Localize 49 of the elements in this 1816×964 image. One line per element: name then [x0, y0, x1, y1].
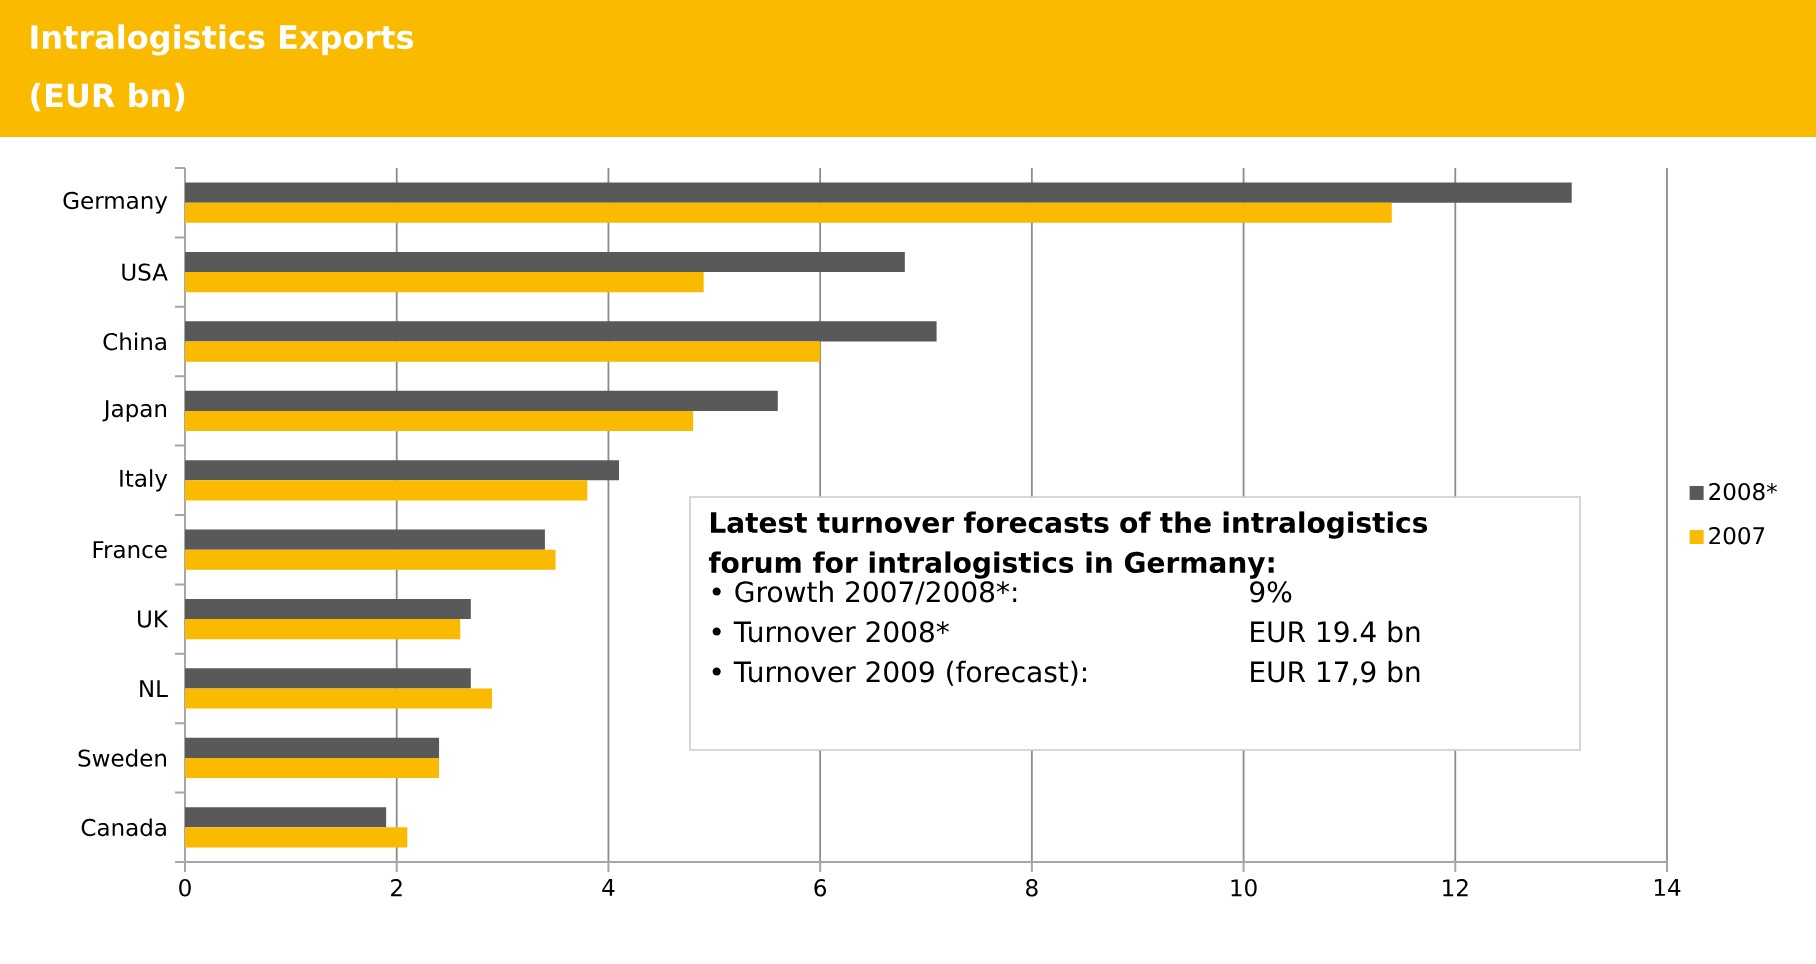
bar — [185, 390, 778, 411]
annotation: • Turnover 2008* — [712, 621, 949, 643]
bar — [185, 827, 408, 848]
bar — [185, 272, 704, 293]
bar — [185, 668, 471, 689]
bar — [185, 619, 461, 640]
annotation: EUR 17,9 bn — [1251, 660, 1420, 686]
x-tick-label: 10 — [1231, 879, 1257, 897]
y-tick-label: UK — [138, 610, 169, 628]
bar — [185, 598, 471, 620]
bar — [185, 410, 694, 432]
legend-label: 2007 — [1709, 527, 1765, 545]
y-tick-label: Italy — [120, 469, 168, 492]
y-tick-label: France — [93, 541, 167, 559]
bar — [185, 480, 588, 501]
bar — [185, 757, 440, 779]
bar — [185, 182, 1572, 203]
y-tick-label: Sweden — [78, 749, 166, 767]
annotation: • Growth 2007/2008*: — [712, 580, 1017, 605]
bar — [185, 688, 492, 709]
bar — [185, 529, 545, 550]
annotation: • Turnover 2009 (forecast): — [712, 660, 1086, 686]
x-tick-label: 14 — [1654, 879, 1681, 896]
x-tick-label: 2 — [391, 879, 402, 897]
x-tick-label: 4 — [602, 879, 615, 896]
x-tick-label: 12 — [1443, 879, 1468, 897]
y-tick-label: NL — [140, 680, 168, 697]
x-tick-label: 8 — [1026, 879, 1038, 897]
annotation: EUR 19.4 bn — [1251, 620, 1420, 643]
y-tick-label: Canada — [81, 818, 166, 837]
bar — [185, 321, 937, 342]
x-tick-label: 0 — [179, 879, 191, 897]
y-tick-label: USA — [122, 263, 168, 281]
bar — [185, 460, 620, 481]
y-tick-label: China — [103, 332, 166, 351]
bar — [185, 549, 556, 570]
bar — [185, 251, 905, 273]
y-tick-label: Germany — [63, 191, 168, 214]
legend-label: 2008* — [1709, 482, 1777, 501]
y-tick-label: Japan — [102, 400, 166, 422]
bar — [185, 807, 387, 828]
chart-subtitle: (EUR bn) — [31, 82, 185, 112]
x-tick-label: 6 — [814, 879, 827, 897]
bar — [185, 737, 440, 758]
annotation: 9% — [1250, 581, 1292, 603]
annotation: Latest turnover forecasts of the intralogistics forum for intralogistics in Germany: — [708, 511, 1428, 579]
bar — [185, 341, 821, 362]
chart-title: Intralogistics Exports — [31, 24, 414, 56]
bar — [185, 202, 1392, 223]
